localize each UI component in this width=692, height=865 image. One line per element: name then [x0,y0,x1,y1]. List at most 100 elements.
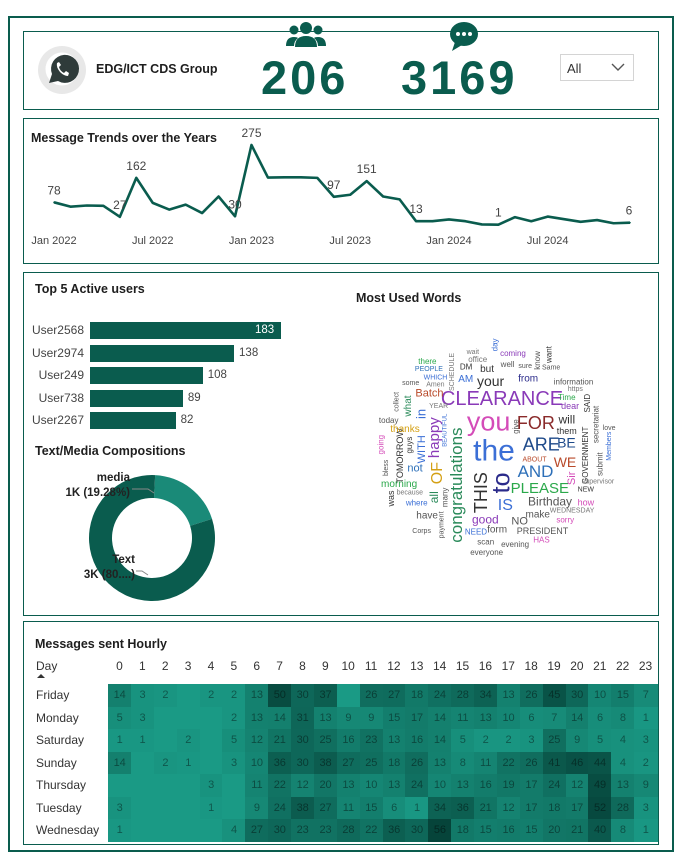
heatmap-cell[interactable]: 9 [336,706,361,729]
heatmap-cell[interactable] [153,774,178,797]
heatmap-cell[interactable]: 45 [542,684,566,707]
heatmap-cell[interactable]: 26 [519,751,544,774]
heatmap-cell[interactable]: 30 [291,729,315,752]
heatmap-cell[interactable]: 3 [634,796,658,819]
heatmap-cell[interactable]: 2 [199,684,223,707]
heatmap-cell[interactable]: 10 [359,774,383,797]
heatmap-cell[interactable]: 6 [382,796,406,819]
heatmap-cell[interactable]: 22 [496,751,521,774]
heatmap-cell[interactable]: 11 [474,751,498,774]
heatmap-cell[interactable]: 12 [291,774,315,797]
user-bar[interactable] [90,322,281,339]
heatmap-cell[interactable] [153,706,178,729]
heatmap-cell[interactable]: 11 [245,774,269,797]
heatmap-cell[interactable]: 28 [611,796,635,819]
heatmap-cell[interactable]: 9 [634,774,658,797]
heatmap-cell[interactable]: 2 [496,729,521,752]
heatmap-cell[interactable]: 7 [542,706,566,729]
heatmap-cell[interactable]: 52 [588,796,612,819]
heatmap-cell[interactable]: 1 [108,819,132,842]
heatmap-cell[interactable] [130,796,155,819]
heatmap-cell[interactable]: 24 [405,774,429,797]
heatmap-cell[interactable]: 18 [405,684,429,707]
heatmap-cell[interactable]: 25 [359,751,383,774]
heatmap-cell[interactable]: 23 [313,819,338,842]
heatmap-cell[interactable]: 2 [222,684,246,707]
heatmap-cell[interactable]: 22 [359,819,383,842]
heatmap-cell[interactable]: 2 [153,684,178,707]
heatmap-cell[interactable]: 13 [428,751,452,774]
heatmap-cell[interactable]: 5 [222,729,246,752]
day-column-header[interactable]: Day [36,659,58,673]
sort-ascending-icon[interactable] [36,673,46,679]
heatmap-cell[interactable] [176,796,200,819]
heatmap-cell[interactable]: 34 [474,684,498,707]
heatmap-cell[interactable]: 13 [474,706,498,729]
heatmap-cell[interactable] [153,796,178,819]
heatmap-cell[interactable] [153,819,178,842]
heatmap-cell[interactable]: 15 [519,819,544,842]
heatmap-cell[interactable]: 17 [405,706,429,729]
heatmap-cell[interactable]: 16 [496,819,521,842]
heatmap-cell[interactable]: 16 [336,729,361,752]
heatmap-cell[interactable]: 14 [268,706,292,729]
heatmap-cell[interactable]: 21 [474,796,498,819]
heatmap-cell[interactable]: 22 [268,774,292,797]
heatmap-cell[interactable]: 7 [634,684,658,707]
heatmap-cell[interactable]: 10 [428,774,452,797]
heatmap-cell[interactable]: 26 [405,751,429,774]
heatmap-cell[interactable]: 21 [268,729,292,752]
heatmap-cell[interactable]: 10 [496,706,521,729]
heatmap-cell[interactable]: 17 [519,774,544,797]
heatmap-cell[interactable]: 36 [268,751,292,774]
heatmap-cell[interactable]: 2 [222,706,246,729]
heatmap-cell[interactable]: 30 [291,751,315,774]
heatmap-cell[interactable]: 26 [519,684,544,707]
heatmap-cell[interactable]: 27 [336,751,361,774]
heatmap-cell[interactable]: 17 [565,796,589,819]
heatmap-cell[interactable]: 16 [405,729,429,752]
heatmap-cell[interactable]: 12 [496,796,521,819]
heatmap-cell[interactable]: 28 [451,684,475,707]
heatmap-cell[interactable] [199,819,223,842]
heatmap-cell[interactable]: 13 [451,774,475,797]
heatmap-cell[interactable]: 3 [130,684,155,707]
heatmap-cell[interactable]: 4 [611,751,635,774]
heatmap-cell[interactable]: 34 [428,796,452,819]
heatmap-cell[interactable]: 18 [382,751,406,774]
heatmap-cell[interactable]: 30 [268,819,292,842]
heatmap-cell[interactable]: 2 [176,729,200,752]
heatmap-cell[interactable] [176,706,200,729]
heatmap-cell[interactable]: 4 [222,819,246,842]
heatmap-cell[interactable]: 31 [291,706,315,729]
heatmap-cell[interactable]: 19 [496,774,521,797]
heatmap-cell[interactable]: 23 [291,819,315,842]
heatmap-cell[interactable]: 13 [496,684,521,707]
heatmap-cell[interactable] [176,819,200,842]
heatmap-cell[interactable]: 17 [519,796,544,819]
heatmap-cell[interactable]: 28 [336,819,361,842]
heatmap-cell[interactable]: 5 [588,729,612,752]
heatmap-cell[interactable]: 14 [108,751,132,774]
heatmap-cell[interactable]: 3 [222,751,246,774]
heatmap-cell[interactable]: 24 [542,774,566,797]
heatmap-cell[interactable] [108,774,132,797]
heatmap-cell[interactable]: 11 [336,796,361,819]
heatmap-cell[interactable]: 13 [245,684,269,707]
heatmap-cell[interactable]: 8 [451,751,475,774]
heatmap-cell[interactable] [153,729,178,752]
heatmap-cell[interactable]: 20 [313,774,338,797]
heatmap-cell[interactable]: 10 [588,684,612,707]
heatmap-cell[interactable]: 14 [565,706,589,729]
heatmap-cell[interactable]: 13 [382,729,406,752]
heatmap-cell[interactable]: 40 [588,819,612,842]
heatmap-cell[interactable]: 21 [565,819,589,842]
heatmap-cell[interactable]: 13 [611,774,635,797]
heatmap-cell[interactable]: 12 [565,774,589,797]
heatmap-cell[interactable]: 2 [153,751,178,774]
user-bar[interactable] [90,412,176,429]
heatmap-cell[interactable]: 3 [108,796,132,819]
heatmap-cell[interactable]: 4 [611,729,635,752]
heatmap-cell[interactable] [130,774,155,797]
heatmap-cell[interactable]: 50 [268,684,292,707]
